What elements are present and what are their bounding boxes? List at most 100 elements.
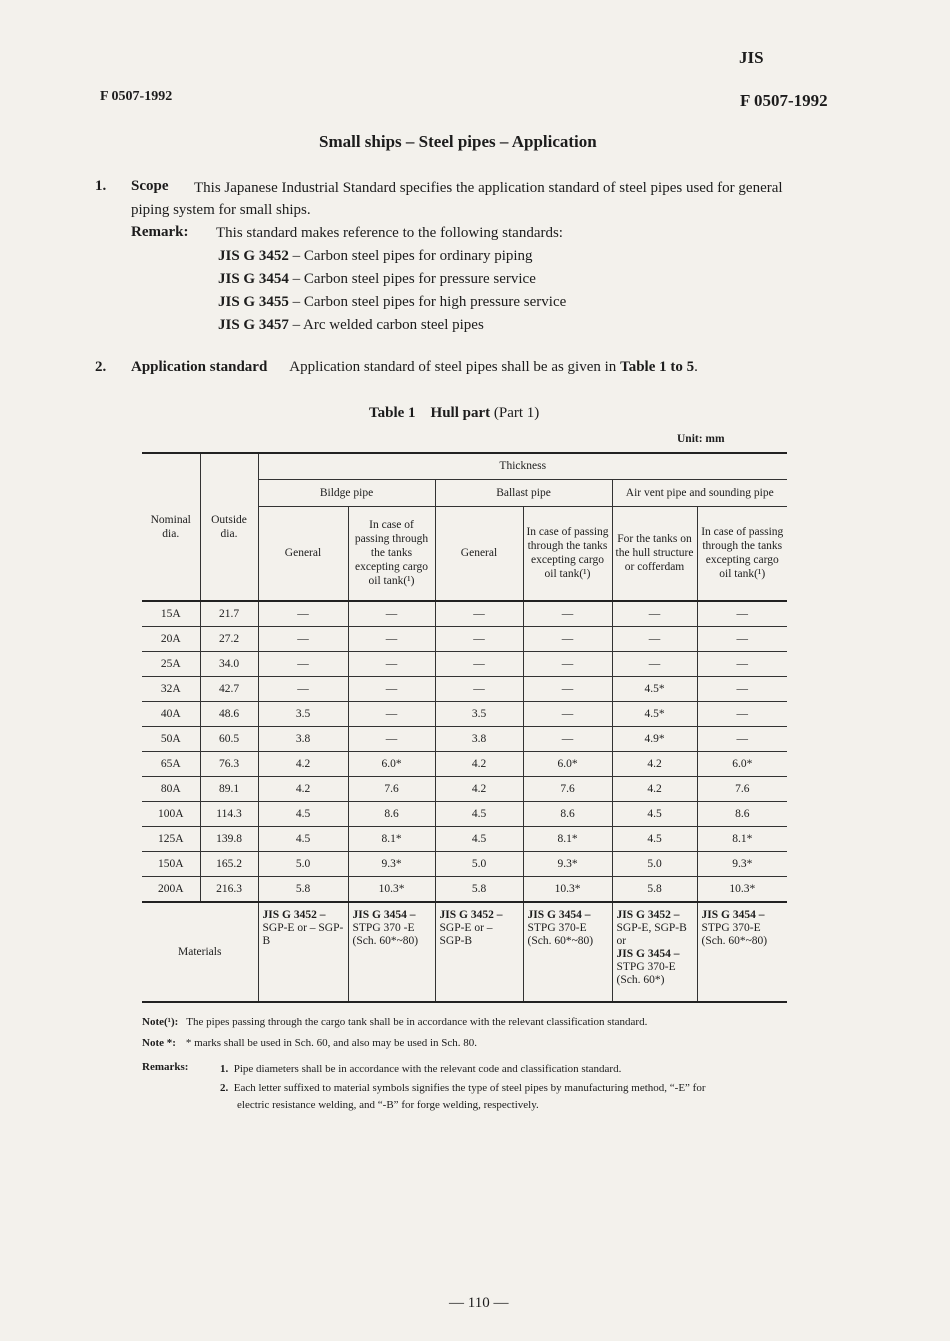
material-code: JIS G 3454 – xyxy=(352,909,416,921)
table-cell: 125A xyxy=(142,826,201,852)
table-cell: 3.8 xyxy=(434,726,524,752)
table-cell: 80A xyxy=(142,776,201,802)
table-row: 100A 114.3 4.5 8.6 4.5 8.6 4.5 8.6 xyxy=(142,801,787,827)
table-cell: — xyxy=(522,701,613,727)
remarks-label: Remarks: xyxy=(142,1061,189,1073)
remark-1: 1. Pipe diameters shall be in accordance… xyxy=(220,1063,621,1075)
table-cell: 9.3* xyxy=(696,851,787,877)
table-cell: 4.9* xyxy=(611,726,698,752)
table-cell: — xyxy=(257,600,349,627)
table-cell: 4.2 xyxy=(257,751,349,777)
header-outside: Outside dia. xyxy=(199,452,259,602)
table-row: 65A 76.3 4.2 6.0* 4.2 6.0* 4.2 6.0* xyxy=(142,751,787,777)
table-cell: — xyxy=(257,651,349,677)
table-cell: — xyxy=(696,600,787,627)
unit-label: Unit: mm xyxy=(677,433,725,445)
material-cell: JIS G 3454 – STPG 370-E (Sch. 60*~80) xyxy=(696,901,787,1003)
table-cell: 8.1* xyxy=(347,826,436,852)
table-cell: — xyxy=(611,651,698,677)
table-cell: 139.8 xyxy=(199,826,259,852)
caption-part: (Part 1) xyxy=(493,405,540,421)
material-spec: SGP-E or – SGP-B xyxy=(439,922,493,947)
application-num: 2. xyxy=(95,359,107,375)
application-table-ref: Table 1 to 5 xyxy=(620,359,695,375)
material-cell: JIS G 3452 – SGP-E or – SGP-B xyxy=(257,901,349,1003)
table-cell: 34.0 xyxy=(199,651,259,677)
table-row: 125A 139.8 4.5 8.1* 4.5 8.1* 4.5 8.1* xyxy=(142,826,787,852)
note-2: Note *: * marks shall be used in Sch. 60,… xyxy=(142,1037,477,1049)
material-code-2: JIS G 3454 – xyxy=(616,948,680,960)
table-cell: — xyxy=(522,626,613,652)
table-cell: — xyxy=(434,600,524,627)
table-cell: — xyxy=(347,651,436,677)
scope-text-2: piping system for small ships. xyxy=(131,202,311,218)
header-airvent: Air vent pipe and sounding pipe xyxy=(611,478,787,507)
hull-part-table: Nominal dia. Outside dia. Thickness Bild… xyxy=(142,452,787,1003)
remark-2-text: Each letter suffixed to material symbols… xyxy=(233,1082,706,1094)
table-cell: 27.2 xyxy=(199,626,259,652)
table-cell: 4.2 xyxy=(434,751,524,777)
table-cell: — xyxy=(347,676,436,702)
reference-item: JIS G 3455 – Carbon steel pipes for high… xyxy=(218,294,566,311)
page-number: — 110 — xyxy=(449,1295,509,1311)
table-cell: — xyxy=(434,626,524,652)
remark-1-text: Pipe diameters shall be in accordance wi… xyxy=(233,1063,622,1075)
table-cell: 15A xyxy=(142,600,201,627)
table-cell: 9.3* xyxy=(522,851,613,877)
table-caption: Table 1 Hull part (Part 1) xyxy=(369,405,539,422)
table-cell: 8.6 xyxy=(347,801,436,827)
reference-code: JIS G 3454 xyxy=(218,271,289,287)
table-cell: 4.5 xyxy=(434,801,524,827)
table-cell: — xyxy=(522,651,613,677)
table-cell: — xyxy=(611,626,698,652)
table-cell: 48.6 xyxy=(199,701,259,727)
table-cell: 6.0* xyxy=(696,751,787,777)
table-cell: 4.5 xyxy=(434,826,524,852)
table-cell: 3.8 xyxy=(257,726,349,752)
material-code: JIS G 3454 – xyxy=(701,909,765,921)
table-cell: — xyxy=(696,651,787,677)
table-cell: — xyxy=(611,600,698,627)
material-code: JIS G 3452 – xyxy=(262,909,326,921)
note-1: Note(¹): The pipes passing through the ca… xyxy=(142,1016,647,1028)
table-cell: 5.8 xyxy=(434,876,524,903)
material-spec: STPG 370-E (Sch. 60*~80) xyxy=(527,922,594,947)
table-cell: — xyxy=(522,726,613,752)
table-cell: — xyxy=(347,600,436,627)
note-1-label: Note(¹): xyxy=(142,1016,179,1028)
material-spec: STPG 370 -E (Sch. 60*~80) xyxy=(352,922,419,947)
header-airvent-passing: In case of passing through the tanks exc… xyxy=(696,505,787,602)
materials-label: Materials xyxy=(142,901,259,1003)
table-cell: 6.0* xyxy=(347,751,436,777)
reference-code: JIS G 3455 xyxy=(218,294,289,310)
materials-row: Materials JIS G 3452 – SGP-E or – SGP-B JIS… xyxy=(142,901,787,1003)
scope-num: 1. xyxy=(95,178,107,194)
remark-2-num: 2. xyxy=(220,1082,229,1094)
table-cell: 4.5 xyxy=(611,826,698,852)
table-cell: 100A xyxy=(142,801,201,827)
header-ballast-general: General xyxy=(434,505,524,602)
table-cell: 5.8 xyxy=(257,876,349,903)
table-cell: — xyxy=(434,651,524,677)
remark-text: This standard makes reference to the fol… xyxy=(216,225,563,241)
table-cell: 4.5 xyxy=(611,801,698,827)
table-cell: 4.5* xyxy=(611,676,698,702)
table-cell: 216.3 xyxy=(199,876,259,903)
note-2-label: Note *: xyxy=(142,1037,176,1049)
material-code: JIS G 3452 – xyxy=(616,909,680,921)
table-row: 25A 34.0— — — — — — xyxy=(142,651,787,677)
table-cell: — xyxy=(522,676,613,702)
table-cell: 8.1* xyxy=(696,826,787,852)
table-cell: 20A xyxy=(142,626,201,652)
material-spec: SGP-E, SGP-B or xyxy=(616,922,687,947)
table-cell: 5.0 xyxy=(611,851,698,877)
header-nominal: Nominal dia. xyxy=(142,452,201,602)
caption-num: Table 1 xyxy=(369,405,416,421)
table-cell: 8.6 xyxy=(522,801,613,827)
table-cell: 150A xyxy=(142,851,201,877)
table-cell: 42.7 xyxy=(199,676,259,702)
application-period: . xyxy=(694,359,698,375)
table-cell: — xyxy=(696,701,787,727)
table-row: 32A 42.7— — — —4.5* — xyxy=(142,676,787,702)
table-row: 80A 89.1 4.2 7.6 4.2 7.6 4.2 7.6 xyxy=(142,776,787,802)
